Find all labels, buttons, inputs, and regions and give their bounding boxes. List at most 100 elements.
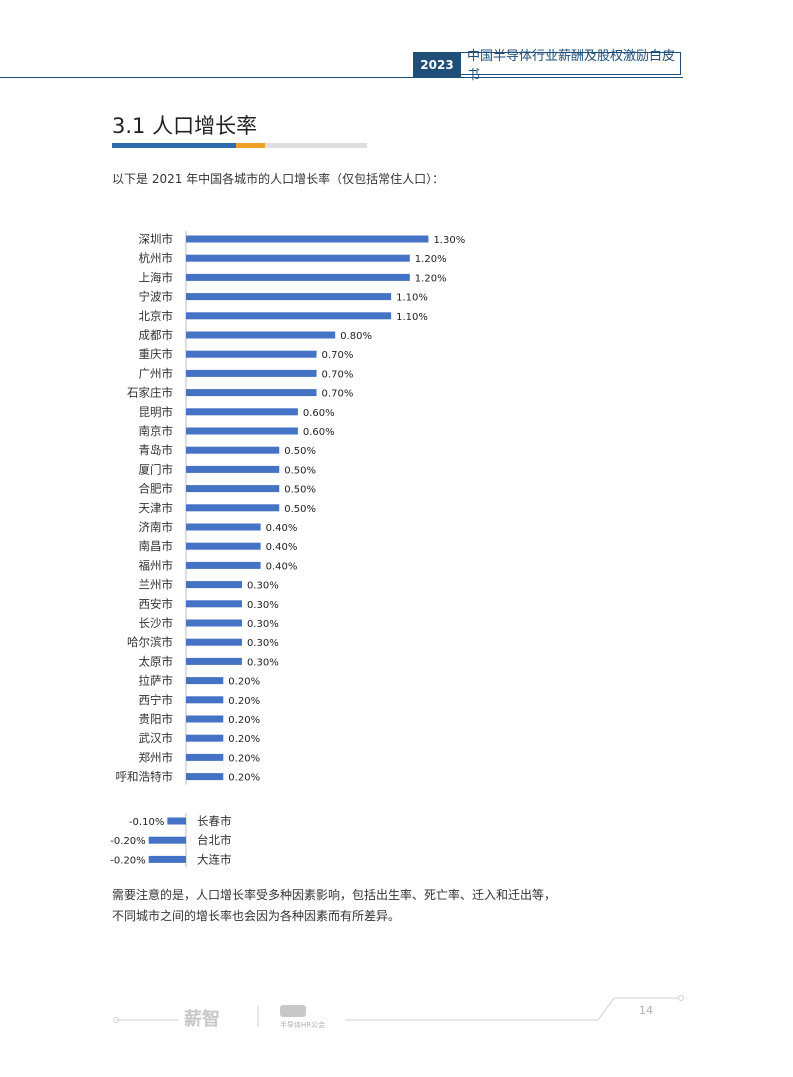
category-label: 呼和浩特市 — [116, 770, 174, 784]
category-label: 长春市 — [197, 814, 232, 828]
category-label: 郑州市 — [139, 750, 174, 764]
bar — [186, 696, 224, 704]
category-label: 广州市 — [139, 366, 174, 380]
bar — [186, 369, 317, 377]
value-label: 0.80% — [340, 331, 372, 342]
category-label: 济南市 — [139, 520, 174, 534]
value-label: 0.20% — [228, 696, 260, 707]
category-label: 厦门市 — [139, 462, 174, 476]
bar — [186, 235, 429, 243]
title-underline-blue — [112, 143, 236, 148]
value-label: 0.20% — [228, 734, 260, 745]
value-label: 0.20% — [228, 715, 260, 726]
bar — [186, 657, 242, 665]
title-underline-orange — [236, 143, 265, 148]
category-label: 贵阳市 — [139, 712, 174, 726]
bar — [186, 312, 392, 320]
value-label: 0.30% — [247, 638, 279, 649]
value-label: 0.20% — [228, 753, 260, 764]
footer-logo-sub: 半导体HR公会 — [280, 1021, 326, 1029]
value-label: 0.40% — [266, 523, 298, 534]
category-label: 福州市 — [139, 558, 174, 572]
bar — [186, 638, 242, 646]
category-label: 石家庄市 — [127, 386, 173, 400]
bar — [186, 408, 298, 416]
bar — [186, 504, 280, 512]
value-label: 0.30% — [247, 600, 279, 611]
bar — [186, 254, 410, 262]
value-label: 0.20% — [228, 773, 260, 784]
header-rule — [0, 77, 683, 78]
bar — [186, 485, 280, 493]
category-label: 南昌市 — [139, 539, 174, 553]
bar — [186, 389, 317, 397]
bar — [186, 446, 280, 454]
category-label: 北京市 — [139, 309, 174, 323]
note-line-1: 需要注意的是，人口增长率受多种因素影响，包括出生率、死亡率、迁入和迁出等， — [112, 888, 557, 902]
category-label: 青岛市 — [139, 443, 174, 457]
category-label: 深圳市 — [139, 232, 174, 246]
bar — [186, 273, 410, 281]
section-title: 3.1 人口增长率 — [112, 114, 258, 138]
intro-text: 以下是 2021 年中国各城市的人口增长率（仅包括常住人口）： — [112, 172, 445, 186]
bar — [186, 619, 242, 627]
value-label: 0.50% — [284, 485, 316, 496]
category-label: 上海市 — [139, 270, 174, 284]
title-underline-gray — [265, 143, 367, 148]
bar — [186, 715, 224, 723]
bar — [186, 350, 317, 358]
value-label: 1.10% — [396, 293, 428, 304]
category-label: 宁波市 — [139, 290, 174, 304]
bar — [186, 773, 224, 781]
bar — [148, 855, 186, 863]
value-label: 0.50% — [284, 446, 316, 457]
value-label: 0.60% — [303, 408, 335, 419]
value-label: 1.30% — [433, 235, 465, 246]
category-label: 西宁市 — [139, 693, 174, 707]
value-label: -0.10% — [129, 817, 164, 828]
value-label: 0.20% — [228, 677, 260, 688]
category-label: 合肥市 — [139, 482, 174, 496]
value-label: 0.30% — [247, 619, 279, 630]
bar — [186, 465, 280, 473]
category-label: 拉萨市 — [139, 674, 174, 688]
header-title: 中国半导体行业薪酬及股权激励白皮书 — [461, 49, 681, 83]
category-label: 兰州市 — [139, 578, 174, 592]
bar — [186, 753, 224, 761]
bar — [148, 836, 186, 844]
value-label: 0.30% — [247, 581, 279, 592]
population-growth-chart: 深圳市 1.30% 杭州市 1.20% 上海市 1.20% 宁波市 1.10% 北京市 1.10%… — [110, 231, 465, 868]
bar — [186, 293, 392, 301]
value-label: 0.50% — [284, 504, 316, 515]
bar — [186, 523, 261, 531]
category-label: 西安市 — [139, 597, 174, 611]
header-year: 2023 — [413, 52, 461, 77]
note-text: 需要注意的是，人口增长率受多种因素影响，包括出生率、死亡率、迁入和迁出等， 不同… — [112, 885, 556, 927]
bar — [186, 677, 224, 685]
footer-logo: 薪智 — [184, 1009, 220, 1030]
bar — [186, 427, 298, 435]
category-label: 重庆市 — [139, 347, 174, 361]
category-label: 太原市 — [139, 654, 174, 668]
bar — [186, 331, 336, 339]
value-label: 0.70% — [322, 369, 354, 380]
category-label: 南京市 — [139, 424, 174, 438]
value-label: 0.40% — [266, 561, 298, 572]
bar — [186, 600, 242, 608]
value-label: 0.60% — [303, 427, 335, 438]
value-label: -0.20% — [110, 836, 145, 847]
category-label: 成都市 — [139, 328, 174, 342]
value-label: 0.50% — [284, 465, 316, 476]
bar — [186, 734, 224, 742]
category-label: 昆明市 — [139, 405, 174, 419]
note-line-2: 不同城市之间的增长率也会因为各种因素而有所差异。 — [112, 909, 401, 923]
category-label: 大连市 — [197, 852, 232, 866]
category-label: 长沙市 — [139, 616, 174, 630]
value-label: 1.10% — [396, 312, 428, 323]
page-number: 14 — [639, 1004, 653, 1017]
category-label: 哈尔滨市 — [127, 635, 173, 649]
category-label: 天津市 — [139, 501, 174, 515]
bar — [186, 581, 242, 589]
value-label: 0.70% — [322, 350, 354, 361]
